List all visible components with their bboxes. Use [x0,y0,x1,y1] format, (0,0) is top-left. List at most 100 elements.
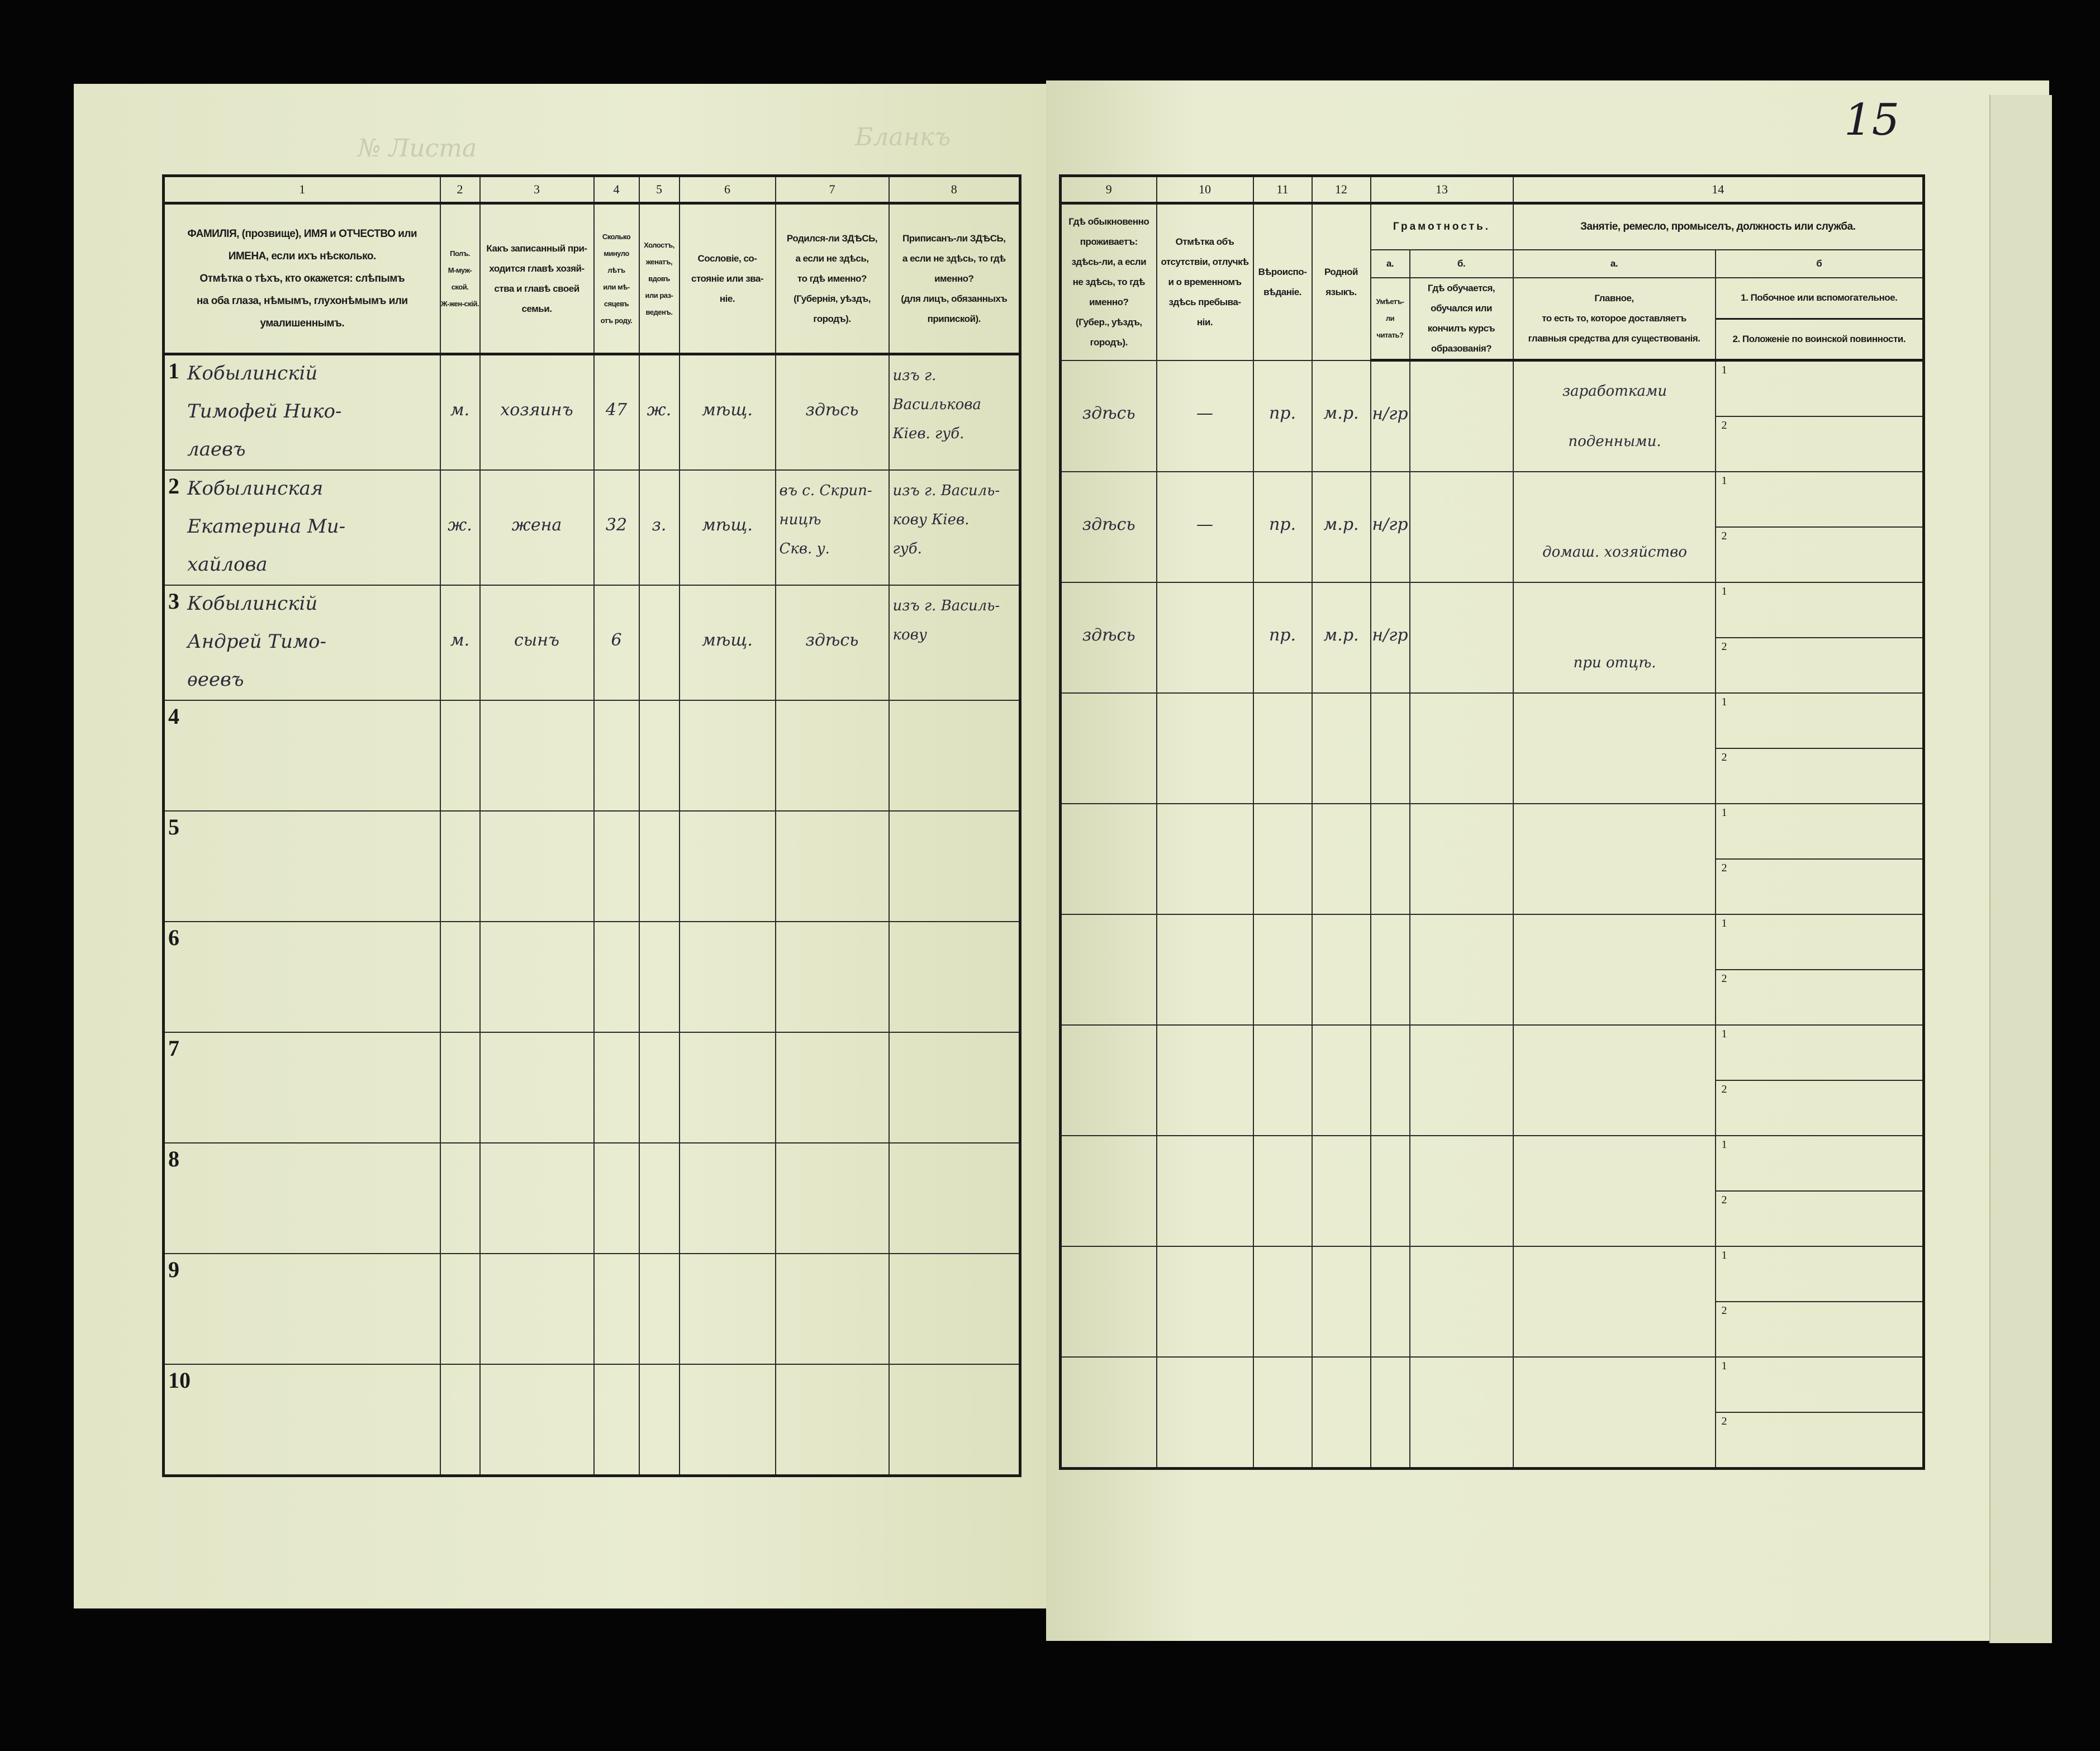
registered-cell: изъ г. Василь-кову [888,585,1021,701]
column-header-12: Родной языкъ. [1311,202,1371,361]
language-cell: м.р. [1311,582,1371,694]
text-line: изъ г. Василькова [892,367,981,413]
absence-cell [1156,1356,1254,1469]
language-cell [1311,692,1371,804]
row-number: 7 [168,1036,179,1061]
marital-cell [638,1032,680,1143]
sub-row-secondary-occupation: 1 [1721,1028,1727,1040]
text-line: именно? [1089,296,1129,307]
registered-value: изъ г. Василькова Кiев. губ. [893,361,1017,448]
sex-cell [439,1032,481,1143]
absence-cell: — [1156,359,1254,472]
religion-cell [1252,1246,1313,1358]
text-line: кову Кiев. [892,511,970,528]
header-row: Гдѣ обыкновенно проживаетъ: здѣсь-ли, а ес… [1059,202,1925,361]
absence-cell [1156,692,1254,804]
text-line: ИМЕНА, если ихъ нѣсколько. [228,250,377,262]
born-cell [775,1364,890,1477]
text-line: ѳеевъ [187,668,244,691]
age-cell: 6 [593,585,640,701]
estate-value: мѣщ. [702,630,753,650]
text-line: хайлова [187,553,268,576]
column-header-8: Приписанъ-ли ЗДѢСЬ, а если не здѣсь, то г… [888,202,1021,355]
text-line: изъ г. Василь- [892,482,1000,499]
literacy-a-cell: н/гр [1370,582,1410,694]
sex-cell [439,1364,481,1477]
relation-cell [479,1364,595,1477]
marital-cell [638,1142,680,1254]
language-cell [1311,1135,1371,1247]
occupation-group-header: Занятіе, ремесло, промыселъ, должность и… [1512,202,1925,250]
column-number: 10 [1156,175,1254,205]
table-row: 5 [163,810,1021,922]
text-line: семьи. [521,303,552,314]
religion-cell: пр. [1252,582,1313,694]
sex-cell [439,810,481,922]
table-row: 1 Кобылинскій Тимофей Нико-лаевъ м. хозяинъ 4… [163,353,1021,471]
religion-value: пр. [1268,625,1296,645]
residence-cell: здѣсь [1059,582,1157,694]
literacy-a-cell [1370,914,1410,1026]
age-value: 32 [605,515,628,535]
literacy-a-cell [1370,1356,1410,1469]
age-cell [593,810,640,922]
registered-cell [888,921,1021,1033]
residence-cell [1059,1356,1157,1469]
text-line: поденными. [1568,433,1661,450]
text-line: заработками [1562,383,1667,400]
row-number: 10 [168,1368,191,1393]
row-number: 1 [168,358,179,383]
census-table-left: 1 2 3 4 5 6 7 8 ФАМИЛІЯ, (прозвище), ИМЯ и ОТЧЕС… [162,174,1022,1477]
language-cell [1311,914,1371,1026]
text-line: припиской). [927,313,981,324]
column-header-14b-split: 1. Побочное или вспомогательное. 2. Полож… [1716,278,1922,359]
sub-row-military-status: 2 [1716,1080,1922,1135]
text-line: Полъ. [450,249,470,258]
residence-value: здѣсь [1082,514,1135,534]
text-line: читать? [1376,331,1404,339]
column-number: 13 [1370,175,1514,205]
sub-row-military-status: 2 [1716,416,1922,471]
marital-cell [638,1364,680,1477]
column-header-10: Отмѣтка объ отсутствіи, отлучкѣ и о времен… [1156,202,1254,361]
literacy-a-value: н/гр [1372,625,1408,645]
sex-value: м. [450,630,470,650]
row-number: 4 [168,704,179,729]
text-line: ніе. [719,293,735,304]
text-line: лаевъ [187,438,246,461]
literacy-b-cell [1409,1356,1514,1469]
born-cell [775,1253,890,1365]
age-cell [593,1253,640,1365]
sub-row-secondary-occupation: 1 [1721,1360,1727,1372]
relation-cell: жена [479,469,595,586]
sub-row-military-status: 2 [1716,969,1922,1024]
text-line: женатъ, [645,257,673,266]
column-number: 5 [638,175,680,205]
sub-column-label: а. [1512,249,1716,278]
text-line: Гдѣ обыкновенно [1068,216,1149,227]
residence-cell: здѣсь [1059,359,1157,472]
religion-cell [1252,914,1313,1026]
marital-cell [638,1253,680,1365]
column-header-14b: 1. Побочное или вспомогательное. 2. Полож… [1714,277,1925,362]
row-number: 9 [168,1257,179,1282]
registered-cell [888,1253,1021,1365]
text-line: ства и главѣ своей [494,283,579,294]
sub-row-military-status: 2 [1716,526,1922,582]
age-value: 6 [611,630,622,650]
main-occupation-value: заработками поденными. [1517,366,1713,467]
